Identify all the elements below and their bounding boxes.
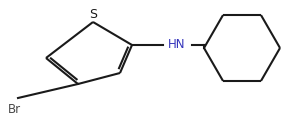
Text: Br: Br [8, 103, 21, 116]
Text: S: S [89, 8, 97, 21]
Text: HN: HN [168, 38, 185, 51]
